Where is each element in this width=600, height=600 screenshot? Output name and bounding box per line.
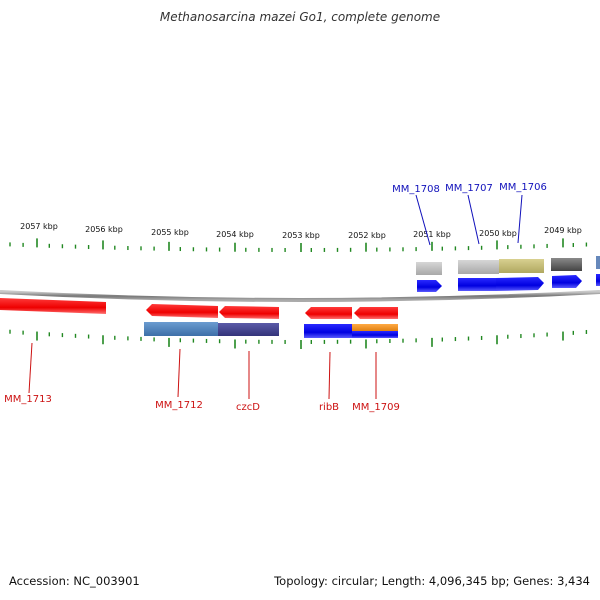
feature-box-mm-1709-orange[interactable] xyxy=(352,324,398,331)
gene-mm-1705[interactable] xyxy=(552,275,582,288)
kbp-label: 2056 kbp xyxy=(85,225,123,234)
genome-backbone xyxy=(0,290,600,302)
upper-tick-scale xyxy=(9,238,588,252)
lower-tick-scale xyxy=(9,329,588,349)
callout-line-mm-1707 xyxy=(467,194,480,245)
gene-mm-1707[interactable] xyxy=(458,278,496,291)
feature-box-mm-1707[interactable] xyxy=(458,260,499,274)
feature-box-edge-right[interactable] xyxy=(596,256,600,269)
kbp-label: 2051 kbp xyxy=(413,230,451,239)
gene-czcD[interactable] xyxy=(219,306,279,319)
feature-box-mm-1709-blue[interactable] xyxy=(352,331,398,338)
callout-line-ribB xyxy=(328,351,331,400)
gene-label-czcD[interactable]: czcD xyxy=(236,402,260,413)
genome-stats-text: Topology: circular; Length: 4,096,345 bp… xyxy=(274,574,590,588)
gene-edge-right[interactable] xyxy=(596,274,600,286)
gene-label-mm-1712[interactable]: MM_1712 xyxy=(155,400,203,411)
feature-box-mm-1708[interactable] xyxy=(416,262,442,275)
gene-label-ribB[interactable]: ribB xyxy=(319,402,339,413)
kbp-label: 2055 kbp xyxy=(151,228,189,237)
gene-mm-1713[interactable] xyxy=(0,298,106,314)
feature-box-mm-1706[interactable] xyxy=(499,259,544,273)
gene-mm-1709[interactable] xyxy=(354,307,398,319)
callout-line-mm-1706 xyxy=(517,194,523,244)
gene-callouts-top xyxy=(415,194,523,246)
kbp-label: 2053 kbp xyxy=(282,231,320,240)
gene-label-mm-1707[interactable]: MM_1707 xyxy=(445,183,493,194)
callout-line-mm-1712 xyxy=(177,348,181,398)
gene-mm-1708[interactable] xyxy=(417,280,442,292)
feature-box-czcD[interactable] xyxy=(218,323,279,336)
gene-label-mm-1708[interactable]: MM_1708 xyxy=(392,184,440,195)
kbp-labels: 2057 kbp 2056 kbp 2055 kbp 2054 kbp 2053… xyxy=(20,222,582,240)
feature-box-mm-1712[interactable] xyxy=(144,322,218,336)
kbp-label: 2052 kbp xyxy=(348,231,386,240)
kbp-label: 2057 kbp xyxy=(20,222,58,231)
callout-line-mm-1713 xyxy=(28,342,33,394)
kbp-label: 2049 kbp xyxy=(544,226,582,235)
gene-mm-1706[interactable] xyxy=(496,277,544,291)
kbp-label: 2050 kbp xyxy=(479,229,517,238)
genome-title: Methanosarcina mazei Go1, complete genom… xyxy=(159,10,441,24)
gene-ribB[interactable] xyxy=(305,307,352,319)
gene-label-mm-1709[interactable]: MM_1709 xyxy=(352,402,400,413)
gene-callouts-bottom xyxy=(28,342,377,400)
gene-label-mm-1713[interactable]: MM_1713 xyxy=(4,394,52,405)
accession-text: Accession: NC_003901 xyxy=(9,574,140,588)
gene-label-mm-1706[interactable]: MM_1706 xyxy=(499,182,547,193)
kbp-label: 2054 kbp xyxy=(216,230,254,239)
gene-mm-1712[interactable] xyxy=(146,304,218,318)
feature-box-ribB[interactable] xyxy=(304,324,352,338)
feature-box-mm-1705[interactable] xyxy=(551,258,582,271)
callout-line-mm-1708 xyxy=(415,194,431,246)
